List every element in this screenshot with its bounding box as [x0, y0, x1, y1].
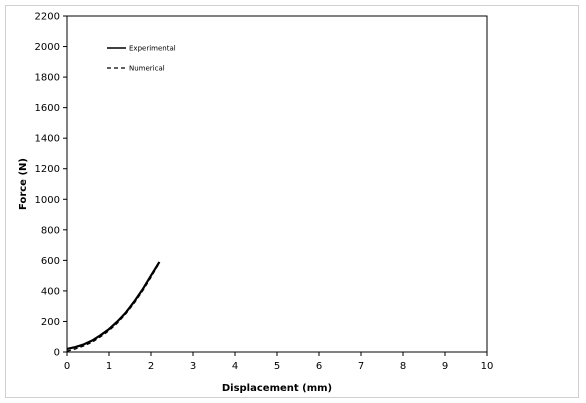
x-tick-label: 1 — [106, 361, 112, 372]
legend-label-numerical: Numerical — [129, 65, 165, 73]
y-tick-label: 1800 — [35, 73, 60, 84]
x-tick-label: 4 — [232, 361, 238, 372]
y-tick-label: 2000 — [35, 42, 60, 53]
y-tick-label: 600 — [41, 256, 60, 267]
x-axis: 0 1 2 3 4 5 6 7 8 9 10 — [64, 352, 494, 372]
y-tick-label: 1200 — [35, 164, 60, 175]
legend: Experimental Numerical — [107, 45, 176, 73]
y-tick-label: 0 — [54, 348, 60, 359]
y-tick-label: 1600 — [35, 103, 60, 114]
y-tick-label: 400 — [41, 286, 60, 297]
y-axis-title: Force (N) — [18, 158, 29, 210]
x-tick-label: 3 — [190, 361, 196, 372]
series-line-experimental — [66, 261, 161, 350]
x-tick-label: 6 — [316, 361, 322, 372]
chart-frame — [5, 5, 579, 398]
x-tick-label: 10 — [481, 361, 494, 372]
y-axis: 0 200 400 600 800 1000 1200 1400 1600 1800 2000 220… — [35, 12, 67, 359]
x-axis-title: Displacement (mm) — [222, 383, 332, 394]
legend-label-experimental: Experimental — [129, 45, 176, 53]
y-tick-label: 200 — [41, 317, 60, 328]
x-tick-label: 5 — [274, 361, 280, 372]
x-tick-label: 7 — [358, 361, 364, 372]
x-tick-label: 2 — [148, 361, 154, 372]
y-tick-label: 2200 — [35, 12, 60, 23]
x-tick-label: 0 — [64, 361, 70, 372]
series-layer — [66, 261, 161, 352]
series-line-numerical — [66, 262, 161, 352]
x-tick-label: 9 — [442, 361, 448, 372]
y-tick-label: 800 — [41, 225, 60, 236]
y-tick-label: 1000 — [35, 195, 60, 206]
x-tick-label: 8 — [400, 361, 406, 372]
y-tick-label: 1400 — [35, 134, 60, 145]
